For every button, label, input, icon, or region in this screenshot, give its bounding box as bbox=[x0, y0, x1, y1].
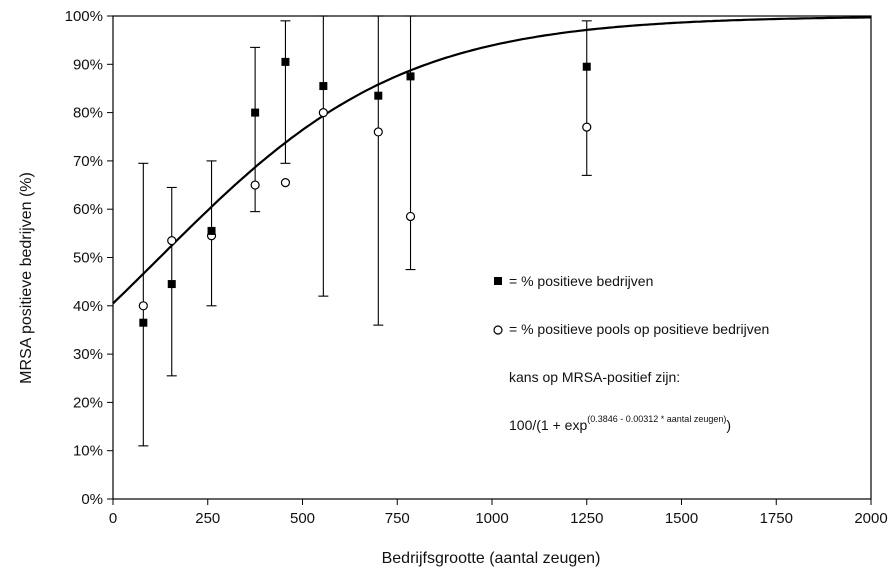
y-tick-label: 10% bbox=[73, 443, 103, 460]
circle-marker bbox=[167, 235, 177, 246]
x-tick-label: 500 bbox=[290, 510, 315, 527]
y-tick-label: 30% bbox=[73, 346, 103, 363]
y-tick-label: 90% bbox=[73, 56, 103, 73]
circle-marker bbox=[280, 178, 291, 188]
legend-label-bedrijven: = % positieve bedrijven bbox=[509, 273, 653, 289]
square-marker bbox=[251, 108, 260, 117]
y-tick-label: 80% bbox=[73, 105, 103, 122]
legend-circle-marker bbox=[493, 325, 503, 335]
circle-marker bbox=[405, 211, 416, 222]
y-tick-label: 0% bbox=[81, 491, 103, 508]
y-tick-label: 70% bbox=[73, 153, 103, 170]
axis-ticks: 0 250 500 750 1000 1250 1500 1750 2000 0% 10% 20% 30… bbox=[65, 8, 888, 527]
legend-label-pools: = % positieve pools op positieve bedrijv… bbox=[509, 321, 769, 337]
circle-marker bbox=[250, 180, 260, 190]
x-tick-label: 1500 bbox=[665, 510, 698, 527]
formula-superscript: (0.3846 - 0.00312 * aantal zeugen) bbox=[587, 414, 726, 424]
square-marker bbox=[281, 57, 290, 66]
plot-frame bbox=[112, 15, 872, 500]
x-tick-label: 1250 bbox=[570, 510, 603, 527]
legend: = % positieve bedrijven = % positieve po… bbox=[493, 273, 769, 433]
annotation-formula: 100/(1 + exp(0.3846 - 0.00312 * aantal z… bbox=[509, 414, 731, 433]
formula-end: ) bbox=[726, 417, 731, 433]
legend-square-marker bbox=[494, 277, 502, 285]
square-marker bbox=[582, 62, 591, 71]
annotation-line1: kans op MRSA-positief zijn: bbox=[509, 369, 680, 385]
square-marker bbox=[139, 318, 148, 327]
data-markers bbox=[138, 57, 592, 327]
error-bars bbox=[138, 15, 592, 447]
square-marker bbox=[374, 91, 383, 100]
circle-marker bbox=[318, 107, 328, 118]
formula-main: 100/(1 + exp bbox=[509, 417, 587, 433]
x-tick-label: 1000 bbox=[475, 510, 508, 527]
plot-border bbox=[112, 15, 872, 500]
circle-marker bbox=[582, 122, 592, 132]
x-tick-label: 250 bbox=[195, 510, 220, 527]
y-tick-label: 100% bbox=[65, 8, 103, 25]
y-axis-title: MRSA positieve bedrijven (%) bbox=[18, 172, 35, 384]
square-marker bbox=[167, 280, 176, 289]
fit-curve bbox=[112, 16, 871, 305]
x-tick-label: 1750 bbox=[760, 510, 793, 527]
square-marker bbox=[319, 82, 328, 91]
x-axis-title: Bedrijfsgrootte (aantal zeugen) bbox=[382, 550, 601, 567]
y-tick-label: 40% bbox=[73, 298, 103, 315]
y-tick-label: 60% bbox=[73, 201, 103, 218]
square-marker bbox=[406, 72, 415, 81]
square-marker bbox=[207, 226, 216, 235]
circle-marker bbox=[373, 127, 383, 137]
x-tick-label: 0 bbox=[109, 510, 117, 527]
x-tick-label: 2000 bbox=[854, 510, 887, 527]
circle-marker bbox=[138, 301, 148, 311]
x-tick-label: 750 bbox=[385, 510, 410, 527]
y-tick-label: 20% bbox=[73, 394, 103, 411]
y-tick-label: 50% bbox=[73, 250, 103, 267]
